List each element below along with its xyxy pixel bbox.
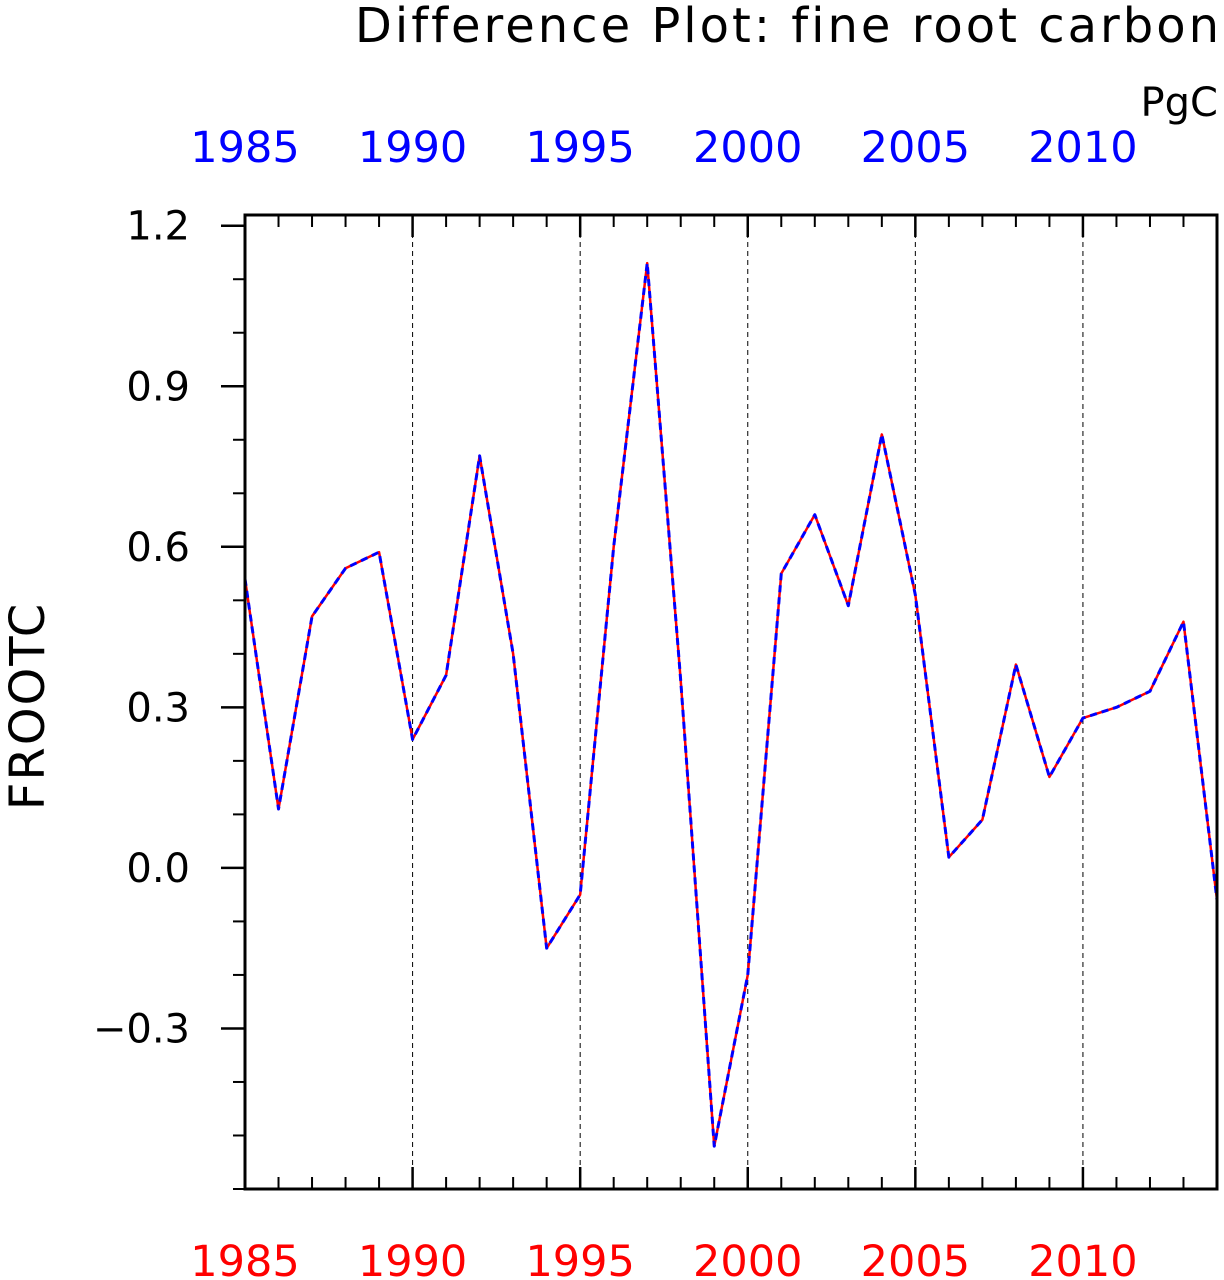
y-tick-label: −0.3 <box>93 1006 190 1052</box>
plot-frame <box>243 213 1219 1191</box>
y-tick-label: 0.0 <box>126 846 190 892</box>
x-tick-label-bottom: 1995 <box>525 1237 634 1280</box>
series-line-blue-dashed <box>243 261 1219 1148</box>
y-tick-label: 0.3 <box>126 685 190 731</box>
x-tick-label-bottom: 1990 <box>358 1237 467 1280</box>
x-tick-label-top: 2005 <box>861 123 970 173</box>
series-line-red <box>243 261 1219 1148</box>
label-layer: 1985 1985 1990 1990 1995 1995 2000 2000 2005 2005… <box>93 123 1138 1280</box>
x-tick-label-top: 2000 <box>693 123 802 173</box>
x-tick-label-top: 2010 <box>1028 123 1137 173</box>
chart-title: Difference Plot: fine root carbon <box>355 0 1222 54</box>
y-tick-label: 1.2 <box>126 204 190 250</box>
y-axis-title: FROOTC <box>0 602 56 811</box>
grid-layer <box>412 215 1084 1189</box>
y-tick-label: 0.6 <box>126 525 190 571</box>
x-tick-label-top: 1985 <box>190 123 299 173</box>
x-tick-label-top: 1995 <box>525 123 634 173</box>
x-tick-label-bottom: 2005 <box>861 1237 970 1280</box>
axis-layer <box>221 215 1218 1190</box>
x-tick-label-bottom: 1985 <box>190 1237 299 1280</box>
y-tick-label: 0.9 <box>126 364 190 410</box>
x-tick-label-bottom: 2010 <box>1028 1237 1137 1280</box>
x-tick-label-bottom: 2000 <box>693 1237 802 1280</box>
units-label: PgC <box>1141 80 1218 126</box>
x-tick-label-top: 1990 <box>358 123 467 173</box>
series-layer <box>243 261 1219 1148</box>
